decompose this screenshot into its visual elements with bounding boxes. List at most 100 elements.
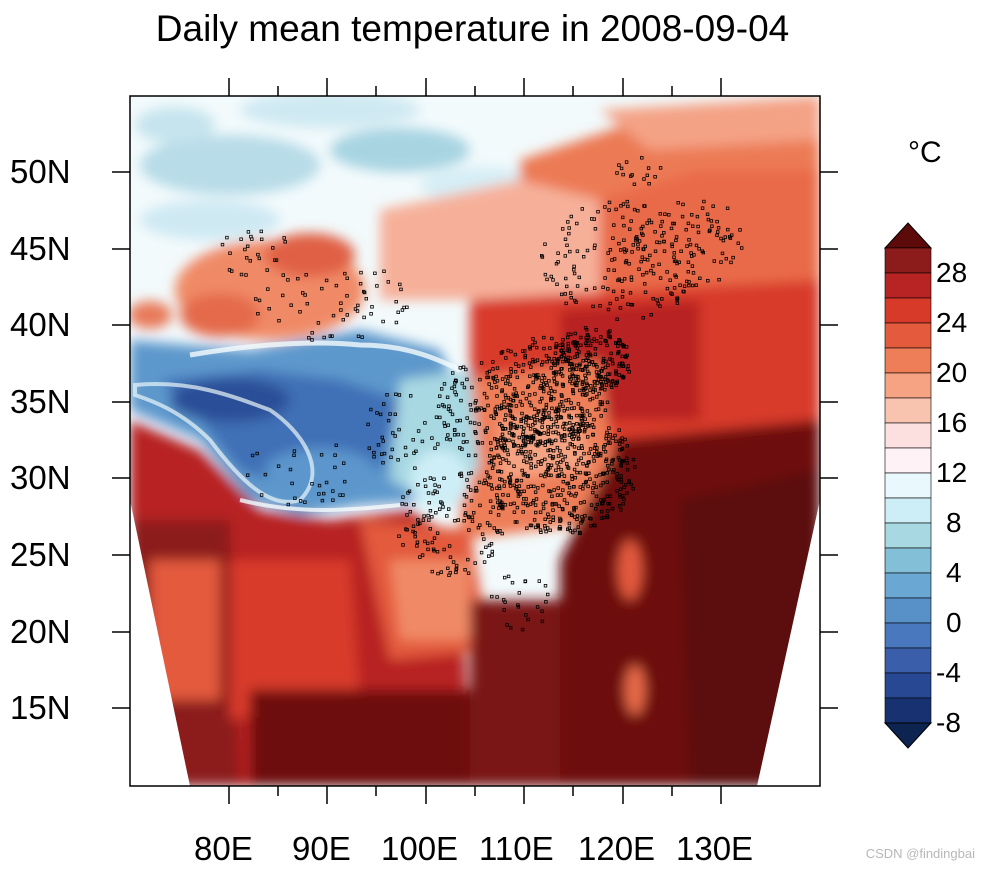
station-marker: [478, 503, 482, 508]
station-marker: [476, 441, 480, 446]
station-marker: [386, 280, 390, 284]
station-marker: [674, 235, 679, 239]
station-marker: [545, 383, 549, 387]
station-marker: [514, 486, 518, 491]
station-marker: [245, 244, 250, 248]
station-marker: [359, 270, 363, 275]
station-marker: [552, 488, 556, 492]
station-marker: [576, 525, 580, 529]
station-marker: [290, 481, 294, 486]
station-marker: [485, 371, 489, 375]
station-marker: [538, 432, 542, 436]
station-marker: [341, 461, 346, 465]
station-marker: [513, 352, 518, 357]
station-marker: [572, 484, 576, 489]
station-marker: [677, 260, 681, 264]
station-marker: [503, 438, 508, 443]
station-marker: [610, 358, 614, 362]
station-marker: [510, 431, 515, 436]
station-marker: [599, 483, 603, 488]
station-marker: [580, 414, 584, 418]
station-marker: [736, 241, 740, 245]
station-marker: [538, 386, 542, 390]
station-marker: [527, 361, 532, 365]
lat-label-25n: 25N: [10, 536, 71, 573]
station-marker: [706, 278, 710, 283]
station-marker: [608, 494, 612, 498]
station-marker: [616, 344, 620, 348]
station-marker: [411, 524, 416, 528]
station-marker: [660, 234, 664, 238]
station-marker: [547, 391, 551, 395]
station-marker: [546, 415, 550, 419]
station-marker: [617, 504, 622, 508]
station-marker: [547, 411, 551, 415]
station-marker: [534, 442, 538, 447]
station-marker: [474, 488, 479, 493]
station-marker: [600, 383, 605, 387]
station-marker: [573, 340, 578, 344]
station-marker: [492, 455, 496, 459]
station-marker: [591, 490, 595, 495]
station-marker: [466, 571, 471, 575]
station-marker: [413, 466, 417, 470]
station-marker: [322, 335, 326, 340]
station-marker: [407, 489, 412, 493]
station-marker: [572, 406, 576, 410]
station-marker: [643, 290, 648, 294]
station-marker: [670, 242, 674, 246]
station-marker: [446, 407, 451, 411]
station-marker: [530, 439, 534, 443]
station-marker: [706, 217, 711, 222]
station-marker: [460, 447, 464, 451]
station-marker: [557, 370, 561, 374]
colorbar-box: [884, 547, 932, 574]
station-marker: [587, 362, 592, 366]
station-marker: [662, 249, 667, 253]
station-marker: [483, 428, 488, 433]
station-marker: [648, 253, 652, 258]
colorbar-label-28: 28: [936, 257, 968, 288]
station-marker: [430, 436, 434, 440]
station-marker: [583, 428, 587, 432]
station-marker: [506, 574, 511, 579]
station-marker: [589, 524, 593, 528]
station-marker: [575, 517, 579, 521]
station-marker: [621, 375, 625, 380]
station-marker: [555, 445, 560, 450]
station-marker: [604, 359, 608, 364]
station-marker: [670, 292, 674, 296]
station-marker: [568, 356, 573, 360]
station-marker: [575, 470, 579, 475]
station-marker: [610, 462, 614, 466]
station-marker: [580, 367, 584, 372]
station-marker: [549, 389, 554, 393]
station-marker: [562, 421, 566, 426]
station-marker: [372, 455, 376, 459]
station-marker: [441, 505, 445, 509]
station-marker: [552, 361, 556, 366]
station-marker: [470, 515, 475, 519]
station-marker: [585, 369, 590, 374]
station-marker: [501, 493, 505, 497]
station-marker: [558, 449, 562, 453]
station-marker: [496, 530, 500, 534]
colorbar-label-20: 20: [936, 357, 968, 388]
station-marker: [555, 357, 559, 362]
station-marker: [590, 360, 595, 364]
station-marker: [530, 343, 535, 347]
station-marker: [625, 456, 629, 461]
colorbar-box: [884, 372, 932, 399]
station-marker: [283, 240, 287, 244]
station-marker: [595, 454, 600, 458]
station-marker: [511, 416, 515, 420]
station-marker: [505, 405, 510, 410]
station-marker: [569, 493, 573, 497]
station-marker: [658, 212, 662, 216]
station-marker: [529, 466, 533, 470]
station-marker: [585, 383, 589, 387]
station-marker: [573, 494, 577, 498]
station-marker: [585, 333, 590, 337]
station-marker: [544, 500, 548, 505]
station-marker: [490, 487, 494, 491]
